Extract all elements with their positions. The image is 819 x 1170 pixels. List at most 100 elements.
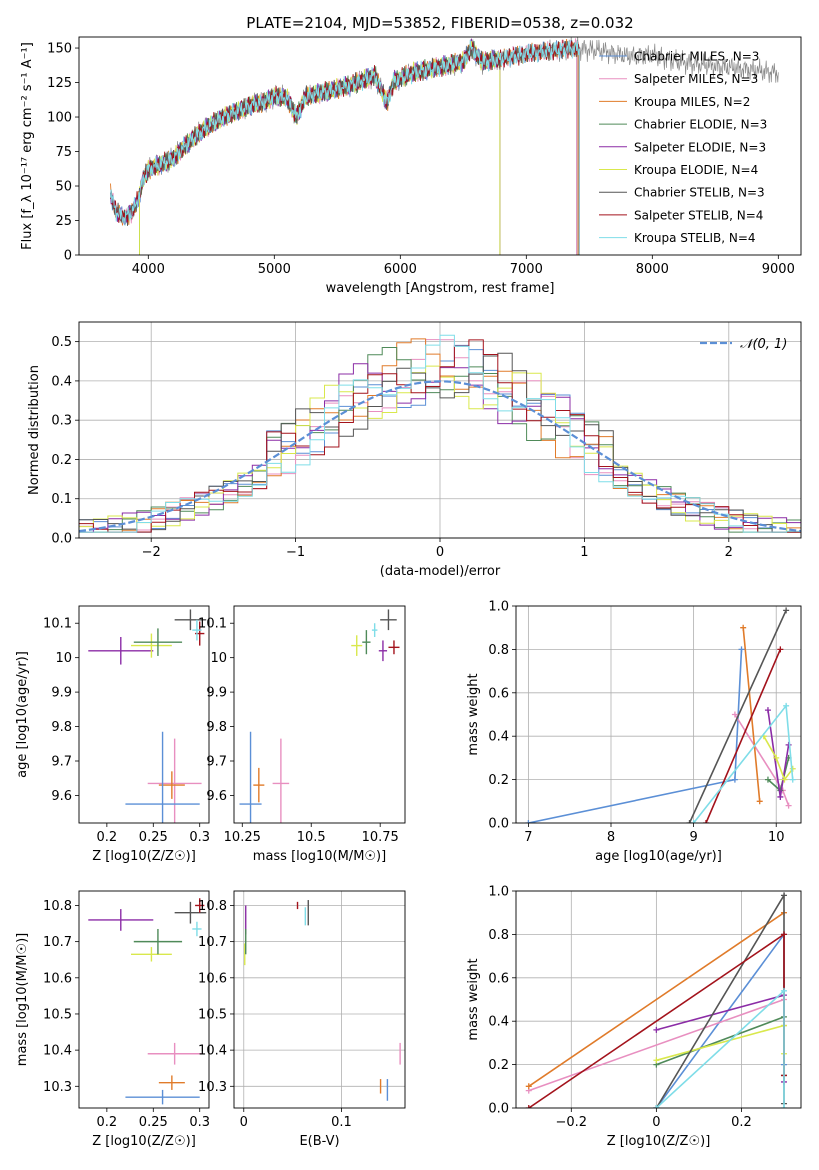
y-tick-label: 9.9 bbox=[206, 686, 227, 701]
series-marker bbox=[785, 741, 792, 748]
series-marker bbox=[780, 892, 787, 899]
legend-label: Chabrier STELIB, N=3 bbox=[634, 186, 765, 200]
x-axis-label: (data-model)/error bbox=[380, 564, 501, 579]
legend-label: 𝒩(0, 1) bbox=[740, 337, 787, 352]
legend-label: Salpeter MILES, N=3 bbox=[634, 72, 758, 86]
data-point bbox=[195, 898, 205, 913]
plot-area bbox=[244, 900, 401, 1101]
x-axis-label: Z [log10(Z/Z☉)] bbox=[92, 849, 196, 864]
series-marker bbox=[756, 798, 763, 805]
legend-label: Salpeter STELIB, N=4 bbox=[634, 208, 763, 222]
series-marker bbox=[525, 820, 532, 823]
y-tick-label: 0.0 bbox=[488, 817, 509, 832]
data-point bbox=[239, 731, 262, 823]
y-tick-label: 0.6 bbox=[488, 971, 509, 986]
y-tick-label: 10.7 bbox=[198, 935, 227, 950]
x-tick-label: 0.2 bbox=[97, 1115, 118, 1130]
data-point bbox=[133, 628, 183, 656]
data-point bbox=[351, 635, 363, 656]
series-line-6 bbox=[688, 609, 787, 823]
y-axis-label: mass weight bbox=[466, 673, 481, 755]
legend-label: Salpeter ELODIE, N=3 bbox=[634, 140, 766, 154]
data-point bbox=[192, 921, 202, 937]
series-marker bbox=[525, 1083, 532, 1090]
y-tick-label: 10.1 bbox=[198, 617, 227, 632]
y-tick-label: 10.7 bbox=[43, 935, 72, 950]
y-axis-label: age [log10(age/yr)] bbox=[15, 651, 30, 778]
y-tick-label: 0.6 bbox=[488, 686, 509, 701]
series-marker bbox=[780, 987, 787, 994]
data-point bbox=[125, 731, 200, 823]
legend: 𝒩(0, 1) bbox=[700, 337, 787, 352]
y-tick-label: 9.8 bbox=[206, 720, 227, 735]
x-tick-label: 0.2 bbox=[97, 830, 118, 845]
data-point bbox=[174, 609, 207, 631]
y-tick-label: 0.0 bbox=[488, 1102, 509, 1117]
series-marker bbox=[783, 702, 790, 709]
legend-label: Kroupa MILES, N=2 bbox=[634, 95, 750, 109]
legend: Chabrier MILES, N=3 Salpeter MILES, N=3 Kr… bbox=[599, 50, 767, 245]
chart-title: PLATE=2104, MJD=53852, FIBERID=0538, z=0… bbox=[246, 14, 633, 32]
x-tick-label: 10.5 bbox=[297, 830, 326, 845]
x-tick-label: 10.25 bbox=[224, 830, 261, 845]
x-tick-label: 9 bbox=[689, 830, 697, 845]
y-tick-label: 10.8 bbox=[198, 899, 227, 914]
x-tick-label: 8000 bbox=[636, 262, 669, 277]
x-tick-label: 0.3 bbox=[189, 1115, 210, 1130]
y-tick-label: 0.8 bbox=[488, 643, 509, 658]
series-line-2 bbox=[742, 627, 761, 802]
x-axis-label: E(B-V) bbox=[299, 1134, 339, 1149]
series-marker bbox=[738, 646, 745, 653]
y-tick-label: 0.4 bbox=[488, 1015, 509, 1030]
x-tick-label: −1 bbox=[286, 545, 305, 560]
y-tick-label: 0.4 bbox=[51, 374, 72, 389]
plot-area bbox=[525, 892, 787, 1108]
plot-area bbox=[79, 334, 801, 533]
series-marker bbox=[653, 1105, 660, 1108]
grid-lines bbox=[516, 890, 801, 1109]
y-axis-label: Flux [f_λ 10⁻¹⁷ erg cm⁻² s⁻¹ A⁻¹] bbox=[20, 42, 35, 250]
x-tick-label: 0 bbox=[240, 1115, 248, 1130]
y-tick-label: 10.4 bbox=[43, 1044, 72, 1059]
series-marker bbox=[731, 711, 738, 718]
y-tick-label: 10.8 bbox=[43, 899, 72, 914]
data-point bbox=[362, 630, 371, 655]
data-point bbox=[371, 623, 378, 637]
axes-frame bbox=[233, 890, 406, 1109]
y-tick-label: 150 bbox=[47, 42, 72, 57]
series-line-4 bbox=[767, 710, 790, 798]
y-tick-label: 0.2 bbox=[488, 1058, 509, 1073]
series-line-5 bbox=[763, 735, 794, 782]
data-point bbox=[88, 637, 154, 665]
x-tick-label: 1 bbox=[580, 545, 588, 560]
x-tick-label: 7000 bbox=[510, 262, 543, 277]
x-tick-label: 0.3 bbox=[189, 830, 210, 845]
legend-label: Kroupa ELODIE, N=4 bbox=[634, 163, 758, 177]
y-tick-label: 9.8 bbox=[51, 720, 72, 735]
x-tick-label: 0.25 bbox=[139, 830, 168, 845]
series-line-6 bbox=[655, 892, 785, 1108]
y-tick-label: 125 bbox=[47, 76, 72, 91]
series-line-5 bbox=[656, 1024, 785, 1062]
x-tick-label: 5000 bbox=[258, 262, 291, 277]
y-axis-label: mass [log10(M/M☉)] bbox=[15, 933, 30, 1066]
data-point bbox=[125, 1089, 200, 1105]
series-marker bbox=[690, 820, 697, 823]
y-tick-label: 9.7 bbox=[206, 755, 227, 770]
x-axis-label: mass [log10(M/M☉)] bbox=[253, 849, 386, 864]
y-tick-label: 0.1 bbox=[51, 492, 72, 507]
panel-massweight-vs-Z: −0.2 0 0.2 0.0 0.2 0.4 0.6 0.8 1.0 Z [log10(Z/Z☉)… bbox=[466, 885, 802, 1149]
y-axis-label: mass weight bbox=[466, 958, 481, 1040]
series-marker bbox=[780, 931, 787, 938]
x-axis-label: Z [log10(Z/Z☉)] bbox=[607, 1134, 711, 1149]
y-tick-label: 10.5 bbox=[198, 1007, 227, 1022]
plot-area bbox=[110, 37, 779, 255]
y-tick-label: 9.6 bbox=[51, 789, 72, 804]
y-tick-label: 50 bbox=[55, 180, 72, 195]
panel-mass-vs-EBV: 0 0.1 10.3 10.4 10.5 10.6 10.7 10.8 E(B-V) bbox=[198, 890, 406, 1149]
series-marker bbox=[703, 820, 709, 823]
y-tick-label: 25 bbox=[55, 214, 72, 229]
y-tick-label: 9.9 bbox=[51, 686, 72, 701]
y-tick-label: 9.7 bbox=[51, 755, 72, 770]
series-marker bbox=[789, 765, 796, 772]
